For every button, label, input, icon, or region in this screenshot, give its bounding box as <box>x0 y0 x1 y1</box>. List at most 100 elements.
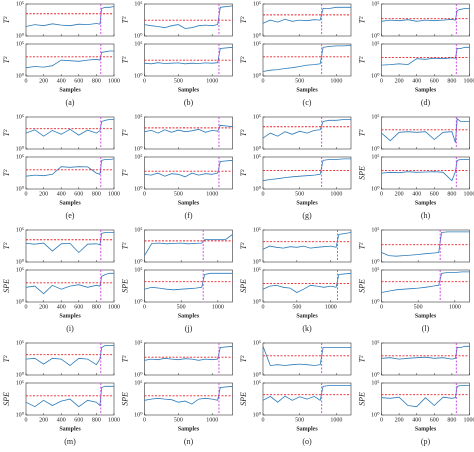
y-axis-label: T² <box>120 56 129 63</box>
data-line <box>144 234 233 256</box>
x-axis-label: Samples <box>415 200 437 206</box>
caption: (h) <box>421 211 431 220</box>
x-tick-label: 500 <box>295 417 304 423</box>
caption: (k) <box>302 324 312 333</box>
plot-frame <box>144 229 233 263</box>
plot-frame <box>25 269 115 303</box>
x-tick-label: 800 <box>447 417 456 423</box>
x-axis-label: Samples <box>296 426 318 432</box>
y-tick-label: 10⁰ <box>16 298 25 305</box>
y-tick-label: 10⁵ <box>253 267 261 273</box>
y-tick-label: 10⁵ <box>16 267 24 273</box>
plot-frame <box>262 3 352 37</box>
data-line <box>25 272 114 295</box>
y-tick-label: 10⁵ <box>134 1 142 7</box>
plot-frame <box>262 229 352 263</box>
x-tick-label: 600 <box>430 417 439 423</box>
y-tick-label: 10⁵ <box>253 227 261 233</box>
y-axis-label: T² <box>357 129 366 136</box>
x-tick-label: 1000 <box>464 78 474 84</box>
plot-frame <box>262 116 352 150</box>
y-axis-label: SPE <box>120 392 129 406</box>
y-tick-label: 10⁵ <box>371 41 379 47</box>
x-tick-label: 1000 <box>206 78 218 84</box>
x-axis-label: Samples <box>59 426 81 432</box>
x-axis-label: Samples <box>178 426 200 432</box>
data-line <box>262 6 351 24</box>
y-axis-label: T² <box>2 169 11 176</box>
x-axis-label: Samples <box>178 87 200 93</box>
x-tick-label: 1000 <box>325 304 337 310</box>
x-tick-label: 200 <box>39 417 48 423</box>
caption: (a) <box>66 98 75 107</box>
y-tick-label: 10⁰ <box>16 185 25 192</box>
y-axis-label: T² <box>120 169 129 176</box>
y-tick-label: 10⁵ <box>16 154 24 160</box>
plot-frame <box>144 116 233 150</box>
plot-frame <box>25 229 115 263</box>
plot-frame <box>262 382 352 416</box>
data-line <box>25 158 115 177</box>
x-tick-label: 600 <box>430 191 439 197</box>
y-tick-label: 10⁰ <box>371 371 380 378</box>
x-tick-label: 400 <box>412 78 421 84</box>
y-axis-label: T² <box>239 355 248 362</box>
caption: (o) <box>302 437 312 446</box>
data-line <box>381 46 470 66</box>
x-tick-label: 500 <box>174 191 183 197</box>
plot-frame <box>144 269 233 303</box>
y-axis-label: T² <box>239 242 248 249</box>
caption: (m) <box>64 437 76 446</box>
x-tick-label: 1000 <box>108 191 120 197</box>
data-line <box>144 5 233 29</box>
y-tick-label: 10⁰ <box>253 258 262 265</box>
data-line <box>144 46 233 65</box>
y-tick-label: 10⁵ <box>16 114 24 120</box>
x-axis-label: Samples <box>415 87 437 93</box>
x-tick-label: 200 <box>395 191 404 197</box>
x-tick-label: 600 <box>74 191 83 197</box>
caption: (p) <box>421 437 431 446</box>
y-axis-label: T² <box>2 355 11 362</box>
y-tick-label: 10⁰ <box>16 258 25 265</box>
x-tick-label: 0 <box>143 304 146 310</box>
x-tick-label: 1000 <box>108 304 120 310</box>
plot-frame <box>381 382 470 416</box>
x-tick-label: 500 <box>295 191 304 197</box>
x-tick-label: 400 <box>57 417 66 423</box>
data-line <box>144 159 233 178</box>
y-tick-label: 10⁵ <box>253 41 261 47</box>
x-tick-label: 1000 <box>464 417 474 423</box>
x-tick-label: 500 <box>414 304 423 310</box>
plot-frame <box>262 43 352 77</box>
x-axis-label: Samples <box>178 200 200 206</box>
data-line <box>381 231 470 257</box>
caption: (l) <box>422 324 430 333</box>
y-tick-label: 10⁰ <box>371 298 380 305</box>
y-tick-label: 10⁰ <box>134 371 143 378</box>
y-tick-label: 10⁰ <box>134 258 143 265</box>
y-tick-label: 10⁰ <box>134 185 143 192</box>
y-tick-label: 10⁰ <box>253 145 262 152</box>
y-axis-label: T² <box>120 242 129 249</box>
y-axis-label: SPE <box>239 279 248 293</box>
y-axis-label: T² <box>120 129 129 136</box>
x-tick-label: 800 <box>447 191 456 197</box>
x-tick-label: 400 <box>57 191 66 197</box>
caption: (j) <box>185 324 193 333</box>
x-tick-label: 1000 <box>108 78 120 84</box>
x-tick-label: 1000 <box>464 191 474 197</box>
data-line <box>262 119 351 139</box>
x-tick-label: 200 <box>39 304 48 310</box>
data-line <box>25 232 114 254</box>
y-tick-label: 10⁵ <box>134 154 142 160</box>
y-axis-label: SPE <box>239 392 248 406</box>
y-axis-label: SPE <box>357 279 366 293</box>
x-axis-label: Samples <box>296 313 318 319</box>
data-line <box>381 8 470 22</box>
x-tick-label: 800 <box>92 191 101 197</box>
y-tick-label: 10⁵ <box>371 267 379 273</box>
data-line <box>144 385 233 405</box>
x-tick-label: 800 <box>92 304 101 310</box>
